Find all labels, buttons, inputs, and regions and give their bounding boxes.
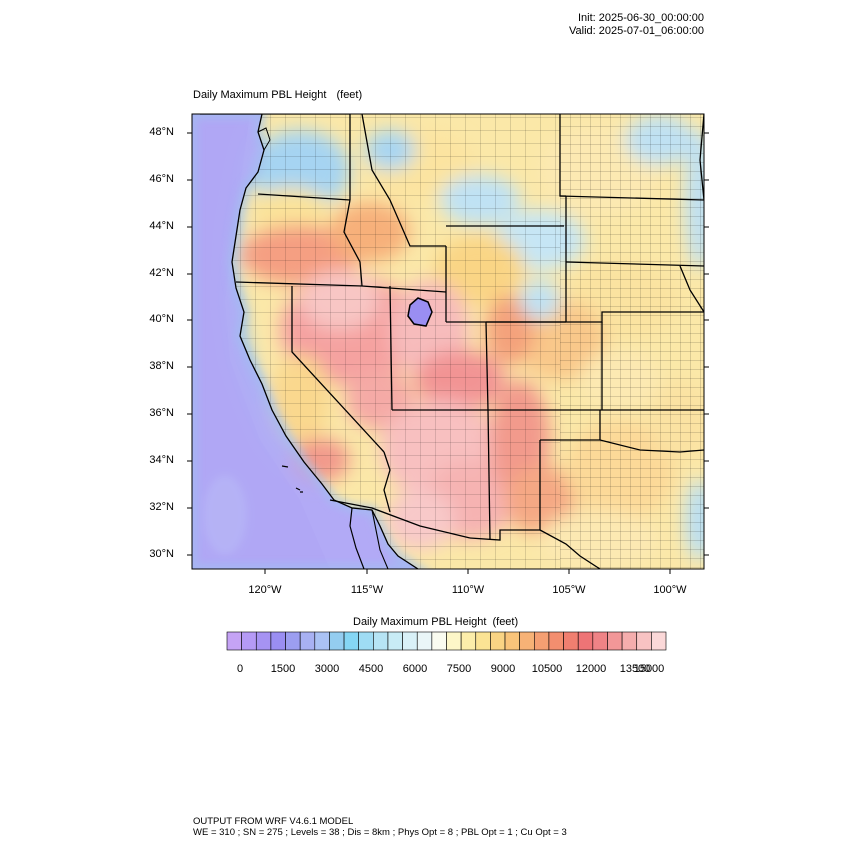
colorbar-title-units: (feet): [492, 616, 519, 628]
colorbar-label: 7500: [446, 663, 472, 675]
lat-label: 34°N: [149, 454, 174, 466]
lat-label: 30°N: [149, 548, 174, 560]
coastline: [231, 114, 419, 569]
lat-label: 32°N: [149, 501, 174, 513]
colorbar-swatch: [592, 631, 608, 651]
lat-label: 48°N: [149, 126, 174, 138]
colorbar-label: 12000: [575, 663, 607, 675]
lat-label: 46°N: [149, 173, 174, 185]
colorbar-label: 15000: [633, 663, 665, 675]
colorbar-swatch: [402, 631, 418, 651]
colorbar-swatch: [358, 631, 374, 651]
lat-label: 44°N: [149, 220, 174, 232]
lat-label: 42°N: [149, 267, 174, 279]
colorbar-swatch: [636, 631, 652, 651]
lat-label: 36°N: [149, 407, 174, 419]
colorbar-swatch: [241, 631, 257, 651]
model-footer: OUTPUT FROM WRF V4.6.1 MODEL WE = 310 ; …: [193, 816, 567, 838]
colorbar-swatch: [504, 631, 520, 651]
colorbar-swatch: [533, 631, 550, 651]
map-title-units: (feet): [336, 89, 363, 101]
lon-label: 120°W: [248, 584, 282, 596]
valid-time: Valid: 2025-07-01_06:00:00: [569, 25, 704, 37]
colorbar-swatch: [255, 631, 272, 651]
colorbar-title-text: Daily Maximum PBL Height: [353, 616, 487, 628]
colorbar-swatch: [270, 631, 286, 651]
colorbar-swatch: [563, 631, 579, 651]
lon-label: 110°W: [451, 584, 485, 596]
map-field: [192, 114, 704, 569]
colorbar-swatch: [621, 631, 638, 651]
lon-label: 115°W: [350, 584, 384, 596]
init-time: Init: 2025-06-30_00:00:00: [578, 12, 704, 24]
colorbar-swatch: [226, 631, 242, 651]
colorbar-swatch: [548, 631, 564, 651]
map-frame: [191, 113, 705, 570]
colorbar: [226, 631, 667, 651]
colorbar-label: 9000: [490, 663, 516, 675]
colorbar-title: Daily Maximum PBL Height (feet): [353, 616, 518, 628]
colorbar-label: 13500: [619, 663, 651, 675]
footer-line-1: OUTPUT FROM WRF V4.6.1 MODEL: [193, 816, 354, 827]
map-title-text: Daily Maximum PBL Height: [193, 89, 327, 101]
lon-label: 100°W: [653, 584, 687, 596]
colorbar-label: 1500: [270, 663, 296, 675]
county-lines: [232, 114, 560, 569]
colorbar-swatch: [329, 631, 345, 651]
colorbar-swatch: [299, 631, 316, 651]
colorbar-label: 6000: [402, 663, 428, 675]
colorbar-swatch: [373, 631, 389, 651]
state-boundaries: [200, 114, 704, 569]
colorbar-swatch: [416, 631, 433, 651]
colorbar-swatch: [285, 631, 301, 651]
colorbar-swatch: [314, 631, 330, 651]
colorbar-swatch: [475, 631, 491, 651]
lat-label: 38°N: [149, 360, 174, 372]
colorbar-swatch: [431, 631, 447, 651]
footer-line-2: WE = 310 ; SN = 275 ; Levels = 38 ; Dis …: [193, 827, 567, 838]
colorbar-label: 0: [236, 663, 244, 675]
colorbar-label: 4500: [358, 663, 384, 675]
colorbar-label: 10500: [531, 663, 563, 675]
colorbar-swatch: [446, 631, 462, 651]
colorbar-swatch: [577, 631, 594, 651]
colorbar-label: 3000: [314, 663, 340, 675]
colorbar-swatch: [490, 631, 506, 651]
great-salt-lake: [407, 297, 433, 327]
lon-label: 105°W: [552, 584, 586, 596]
colorbar-swatch: [651, 631, 667, 651]
colorbar-swatch: [519, 631, 535, 651]
run-time-info: Init: 2025-06-30_00:00:00 Valid: 2025-07…: [569, 12, 704, 38]
colorbar-swatch: [460, 631, 477, 651]
lat-label: 40°N: [149, 313, 174, 325]
map-title: Daily Maximum PBL Height (feet): [193, 89, 362, 101]
colorbar-swatch: [607, 631, 623, 651]
colorbar-swatch: [387, 631, 403, 651]
county-lines-plains: [560, 114, 704, 569]
colorbar-swatch: [343, 631, 360, 651]
